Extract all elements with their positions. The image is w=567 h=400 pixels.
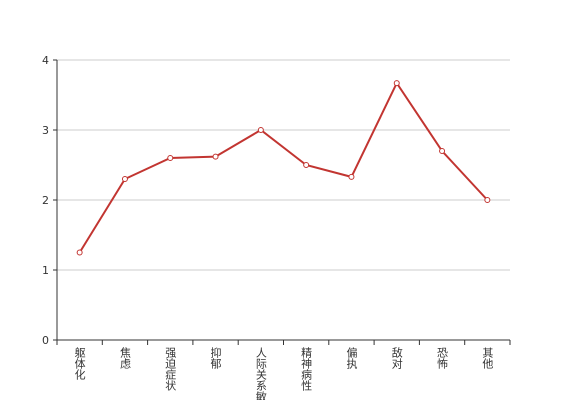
y-tick-label: 2: [42, 194, 49, 207]
point: [121, 176, 128, 182]
point: [167, 155, 174, 161]
point: [303, 162, 310, 168]
x-tick-label: 恐怖: [436, 347, 449, 369]
x-tick-label: 精神病性: [300, 347, 313, 392]
x-tick-label: 人际关系敏感: [254, 347, 267, 400]
line: [78, 81, 489, 254]
point: [348, 173, 355, 180]
y-tick-label: 0: [42, 334, 49, 347]
point: [393, 80, 400, 87]
x-tick-label: 强迫症状: [164, 347, 177, 391]
x-tick-label: 敌对: [390, 346, 403, 369]
point: [76, 249, 83, 256]
point: [439, 148, 446, 154]
x-tick-label: 躯体化: [73, 347, 86, 381]
point: [484, 197, 491, 203]
x-tick-label: 抑郁: [209, 346, 222, 369]
x-tick-label: 焦虑: [118, 347, 131, 369]
x-tick-label: 偏执: [345, 346, 358, 370]
point: [212, 153, 219, 160]
y-tick-label: 4: [42, 54, 49, 67]
point: [257, 127, 264, 133]
y-tick-label: 1: [42, 264, 49, 277]
x-tick-label: 其他: [481, 347, 494, 369]
y-tick-label: 3: [42, 124, 49, 137]
